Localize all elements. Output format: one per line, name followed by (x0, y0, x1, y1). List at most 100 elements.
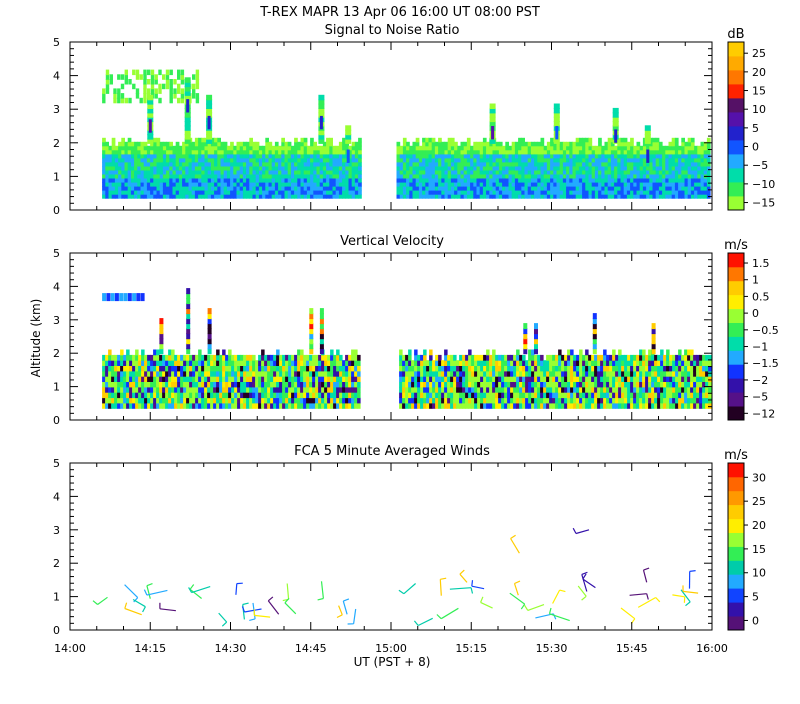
heatmap-cell (498, 403, 502, 409)
heatmap-cell (566, 170, 570, 175)
heatmap-cell (483, 154, 487, 159)
heatmap-cell (134, 174, 138, 179)
heatmap-cell (521, 194, 525, 199)
heatmap-cell (326, 150, 330, 155)
heatmap-cell (512, 146, 516, 151)
heatmap-cell (102, 138, 106, 143)
heatmap-cell (408, 392, 412, 398)
heatmap-cell (690, 350, 694, 356)
heatmap-cell (160, 182, 164, 187)
heatmap-cell (648, 360, 652, 366)
heatmap-cell (423, 355, 427, 361)
heatmap-cell (201, 360, 205, 366)
heatmap-cell (633, 387, 637, 393)
colorbar-swatch (728, 56, 744, 70)
heatmap-cell (534, 387, 538, 393)
heatmap-cell (525, 186, 529, 191)
heatmap-cell (397, 194, 401, 199)
heatmap-cell (592, 182, 596, 187)
heatmap-cell (505, 186, 509, 191)
heatmap-cell (627, 398, 631, 404)
heatmap-cell (522, 366, 526, 372)
heatmap-cell (348, 382, 352, 388)
heatmap-cell (114, 355, 118, 361)
heatmap-cell (120, 366, 124, 372)
heatmap-cell (265, 142, 269, 147)
heatmap-cell (304, 150, 308, 155)
heatmap-cell (422, 182, 426, 187)
colorbar-swatch (728, 182, 744, 196)
heatmap-cell (176, 158, 180, 163)
heatmap-cell (537, 158, 541, 163)
heatmap-cell (597, 355, 601, 361)
heatmap-cell (477, 366, 481, 372)
heatmap-cell (669, 398, 673, 404)
heatmap-cell (429, 186, 433, 191)
heatmap-cell (288, 146, 292, 151)
heatmap-cell (144, 174, 148, 179)
heatmap-cell (135, 387, 139, 393)
heatmap-cell (461, 190, 465, 195)
heatmap-cell (171, 403, 175, 409)
heatmap-cell (531, 360, 535, 366)
heatmap-cell (111, 403, 115, 409)
heatmap-cell (132, 70, 135, 76)
heatmap-cell (141, 376, 145, 382)
heatmap-cell (291, 174, 295, 179)
heatmap-cell (451, 182, 455, 187)
heatmap-cell (518, 170, 522, 175)
heatmap-cell (672, 178, 676, 183)
heatmap-cell (595, 190, 599, 195)
heatmap-cell (281, 186, 285, 191)
heatmap-cell (699, 376, 703, 382)
heatmap-cell (210, 387, 214, 393)
heatmap-cell (662, 182, 666, 187)
heatmap-cell (675, 174, 679, 179)
heatmap-cell (272, 178, 276, 183)
heatmap-cell (351, 387, 355, 393)
heatmap-cell (432, 371, 436, 377)
heatmap-cell (486, 166, 490, 171)
heatmap-cell (141, 366, 145, 372)
heatmap-cell (591, 366, 595, 372)
heatmap-cell (690, 360, 694, 366)
heatmap-cell (694, 190, 698, 195)
heatmap-cell (409, 190, 413, 195)
heatmap-cell (605, 190, 609, 195)
heatmap-cell (633, 392, 637, 398)
heatmap-cell (423, 350, 427, 356)
heatmap-cell (183, 382, 187, 388)
heatmap-cell (150, 360, 154, 366)
heatmap-cell (541, 174, 545, 179)
heatmap-cell (598, 150, 602, 155)
heatmap-cell (614, 190, 618, 195)
heatmap-cell (609, 371, 613, 377)
heatmap-cell (355, 190, 359, 195)
snr-panel: Signal to Noise Ratio012345dB2520151050−… (53, 23, 775, 217)
heatmap-cell (589, 158, 593, 163)
heatmap-cell (169, 150, 173, 155)
heatmap-cell (656, 170, 660, 175)
heatmap-cell (648, 398, 652, 404)
heatmap-cell (608, 166, 612, 171)
heatmap-cell (662, 146, 666, 151)
heatmap-cell (585, 360, 589, 366)
heatmap-cell (603, 387, 607, 393)
heatmap-cell (480, 170, 484, 175)
heatmap-cell (339, 190, 343, 195)
heatmap-cell (454, 174, 458, 179)
heatmap-cell (185, 194, 189, 199)
heatmap-cell (696, 387, 700, 393)
heatmap-cell (153, 366, 157, 372)
heatmap-cell (557, 146, 561, 151)
heatmap-cell (486, 190, 490, 195)
heatmap-cell (162, 403, 166, 409)
heatmap-cell (546, 392, 550, 398)
heatmap-cell (547, 194, 551, 199)
heatmap-cell (595, 146, 599, 151)
heatmap-cell (221, 162, 225, 167)
heatmap-cell (327, 376, 331, 382)
heatmap-cell (553, 186, 557, 191)
heatmap-cell (300, 376, 304, 382)
heatmap-cell (135, 350, 139, 356)
